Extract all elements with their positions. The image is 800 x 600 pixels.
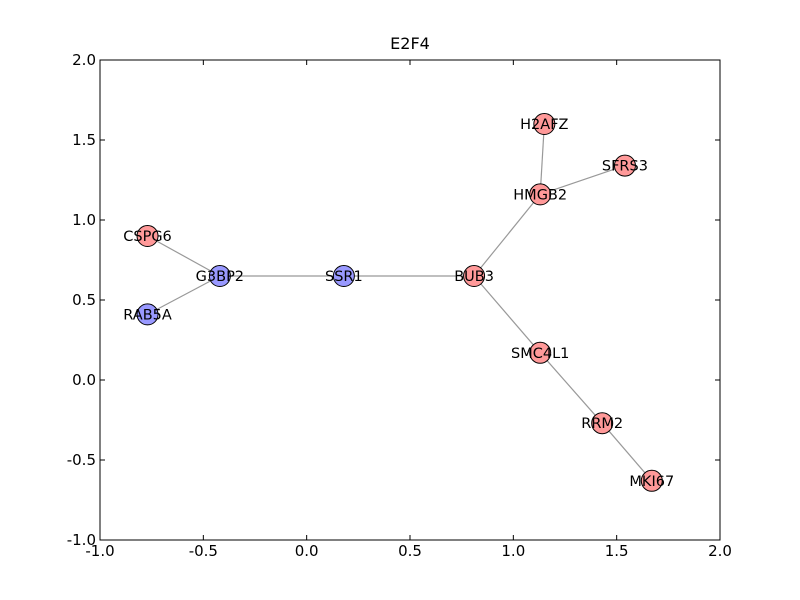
node-marker[interactable] xyxy=(136,303,159,326)
x-tick-label: -0.5 xyxy=(189,542,218,560)
node-marker[interactable] xyxy=(529,341,552,364)
node-marker[interactable] xyxy=(136,225,159,247)
node-marker[interactable] xyxy=(529,183,552,206)
node-label: SSR1 xyxy=(325,269,363,285)
edge-rrm2-mki67 xyxy=(601,422,653,482)
node-cspg6[interactable]: CSPG6 xyxy=(123,225,172,247)
x-tick-label: 1.0 xyxy=(501,542,525,560)
node-label: MKI67 xyxy=(629,474,674,490)
node-marker[interactable] xyxy=(613,154,636,177)
axis-ticks: -1.0 -0.5 0.0 0.5 1.0 1.5 2.0 -1.0 -0.5 0.0 0.5 1.0… xyxy=(67,51,732,560)
node-g3bp2[interactable]: G3BP2 xyxy=(196,265,244,287)
x-tick-label: 2.0 xyxy=(708,542,732,560)
node-mki67[interactable]: MKI67 xyxy=(629,469,674,492)
node-marker[interactable] xyxy=(208,265,231,287)
node-label: SMC4L1 xyxy=(511,346,569,362)
node-label: SFRS3 xyxy=(602,159,648,175)
node-smc4l1[interactable]: SMC4L1 xyxy=(511,341,569,364)
node-rrm2[interactable]: RRM2 xyxy=(581,412,623,435)
x-tick-label: 1.5 xyxy=(605,542,629,560)
node-hmgb2[interactable]: HMGB2 xyxy=(513,183,567,206)
node-label: RRM2 xyxy=(581,416,623,432)
y-tick-label: -1.0 xyxy=(67,531,96,549)
node-label: CSPG6 xyxy=(123,229,172,245)
nodes-layer: CSPG6 RAB5A G3BP2 SSR1 BUB3 H2AFZ HMGB2 SFRS3 SM… xyxy=(123,113,674,492)
edge-hmgb2-h2afz xyxy=(539,123,545,195)
edges-layer xyxy=(147,123,653,482)
y-tick-label: 0.0 xyxy=(72,371,96,389)
edge-bub3-smc4l1 xyxy=(473,275,541,354)
edge-cspg6-g3bp2 xyxy=(147,235,221,277)
node-marker[interactable] xyxy=(463,265,486,287)
y-tick-label: 2.0 xyxy=(72,51,96,69)
node-marker[interactable] xyxy=(533,113,556,135)
node-rab5a[interactable]: RAB5A xyxy=(123,303,172,326)
node-label: H2AFZ xyxy=(520,117,568,133)
y-tick-label: 1.5 xyxy=(72,131,96,149)
node-label: G3BP2 xyxy=(196,269,244,285)
y-tick-label: 0.5 xyxy=(72,291,96,309)
node-marker[interactable] xyxy=(640,469,663,492)
node-sfrs3[interactable]: SFRS3 xyxy=(602,154,648,177)
chart-title: E2F4 xyxy=(390,34,430,53)
edge-rab5a-g3bp2 xyxy=(147,275,221,315)
node-h2afz[interactable]: H2AFZ xyxy=(520,113,569,135)
node-bub3[interactable]: BUB3 xyxy=(454,265,494,287)
node-marker[interactable] xyxy=(332,265,355,287)
node-marker[interactable] xyxy=(591,412,614,435)
y-tick-label: -0.5 xyxy=(67,451,96,469)
node-label: RAB5A xyxy=(123,307,172,323)
y-tick-label: 1.0 xyxy=(72,211,96,229)
node-label: HMGB2 xyxy=(513,187,567,203)
x-tick-label: -1.0 xyxy=(85,542,114,560)
node-ssr1[interactable]: SSR1 xyxy=(325,265,363,287)
x-tick-label: 0.0 xyxy=(295,542,319,560)
edge-hmgb2-sfrs3 xyxy=(540,165,626,195)
edge-bub3-hmgb2 xyxy=(473,194,541,277)
x-tick-label: 0.5 xyxy=(398,542,422,560)
edge-smc4l1-rrm2 xyxy=(539,352,603,424)
node-label: BUB3 xyxy=(454,269,494,285)
